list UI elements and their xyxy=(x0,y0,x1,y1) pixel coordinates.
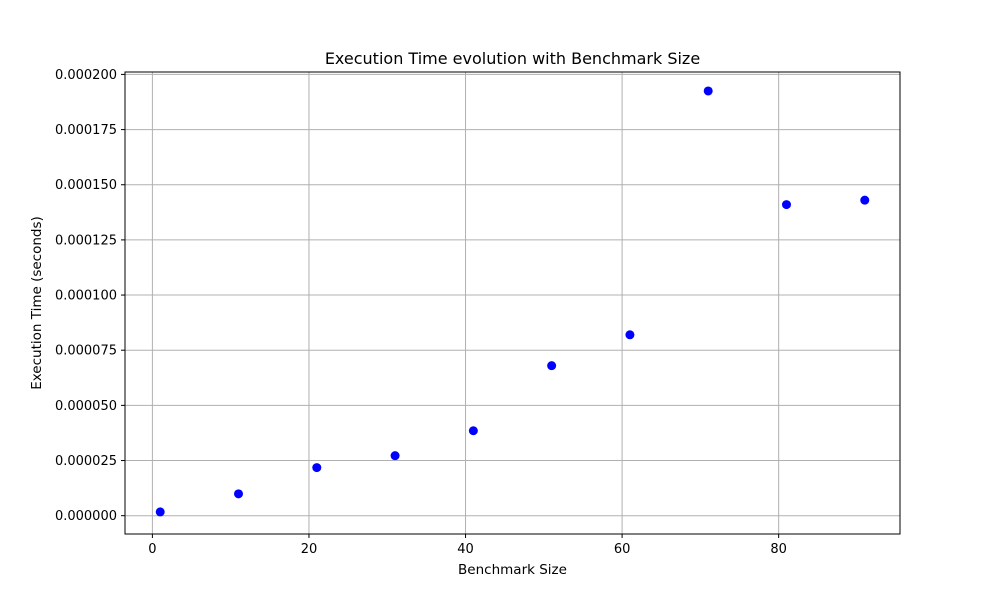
data-point xyxy=(312,463,322,473)
y-tick-label: 0.000075 xyxy=(55,344,117,359)
y-tick-label: 0.000025 xyxy=(55,454,117,469)
y-tick-label: 0.000100 xyxy=(55,289,117,304)
data-point xyxy=(155,507,165,517)
y-tick-label: 0.000000 xyxy=(55,509,117,524)
y-tick-label: 0.000150 xyxy=(55,178,117,193)
x-tick-label: 20 xyxy=(301,542,318,557)
x-tick-label: 80 xyxy=(770,542,787,557)
y-tick-label: 0.000125 xyxy=(55,233,117,248)
data-point xyxy=(781,200,791,210)
data-point xyxy=(860,195,870,205)
data-point xyxy=(547,361,557,371)
data-point xyxy=(468,426,478,436)
x-axis-label: Benchmark Size xyxy=(458,562,567,578)
x-tick-label: 0 xyxy=(148,542,156,557)
y-tick-label: 0.000050 xyxy=(55,399,117,414)
x-tick-label: 60 xyxy=(614,542,631,557)
data-point xyxy=(703,86,713,96)
chart-title: Execution Time evolution with Benchmark … xyxy=(325,49,700,68)
grid xyxy=(125,72,900,534)
y-axis-label: Execution Time (seconds) xyxy=(29,216,45,390)
plot-area-frame xyxy=(124,71,901,535)
data-points xyxy=(155,86,870,517)
y-tick-label: 0.000175 xyxy=(55,123,117,138)
y-tick-label: 0.000200 xyxy=(55,68,117,83)
data-point xyxy=(234,489,244,499)
data-point xyxy=(390,451,400,461)
x-tick-label: 40 xyxy=(457,542,474,557)
data-point xyxy=(625,330,635,340)
axis-ticks: 0 20 40 60 80 0.000000 0.000025 0.000050 0.00007… xyxy=(55,68,787,557)
